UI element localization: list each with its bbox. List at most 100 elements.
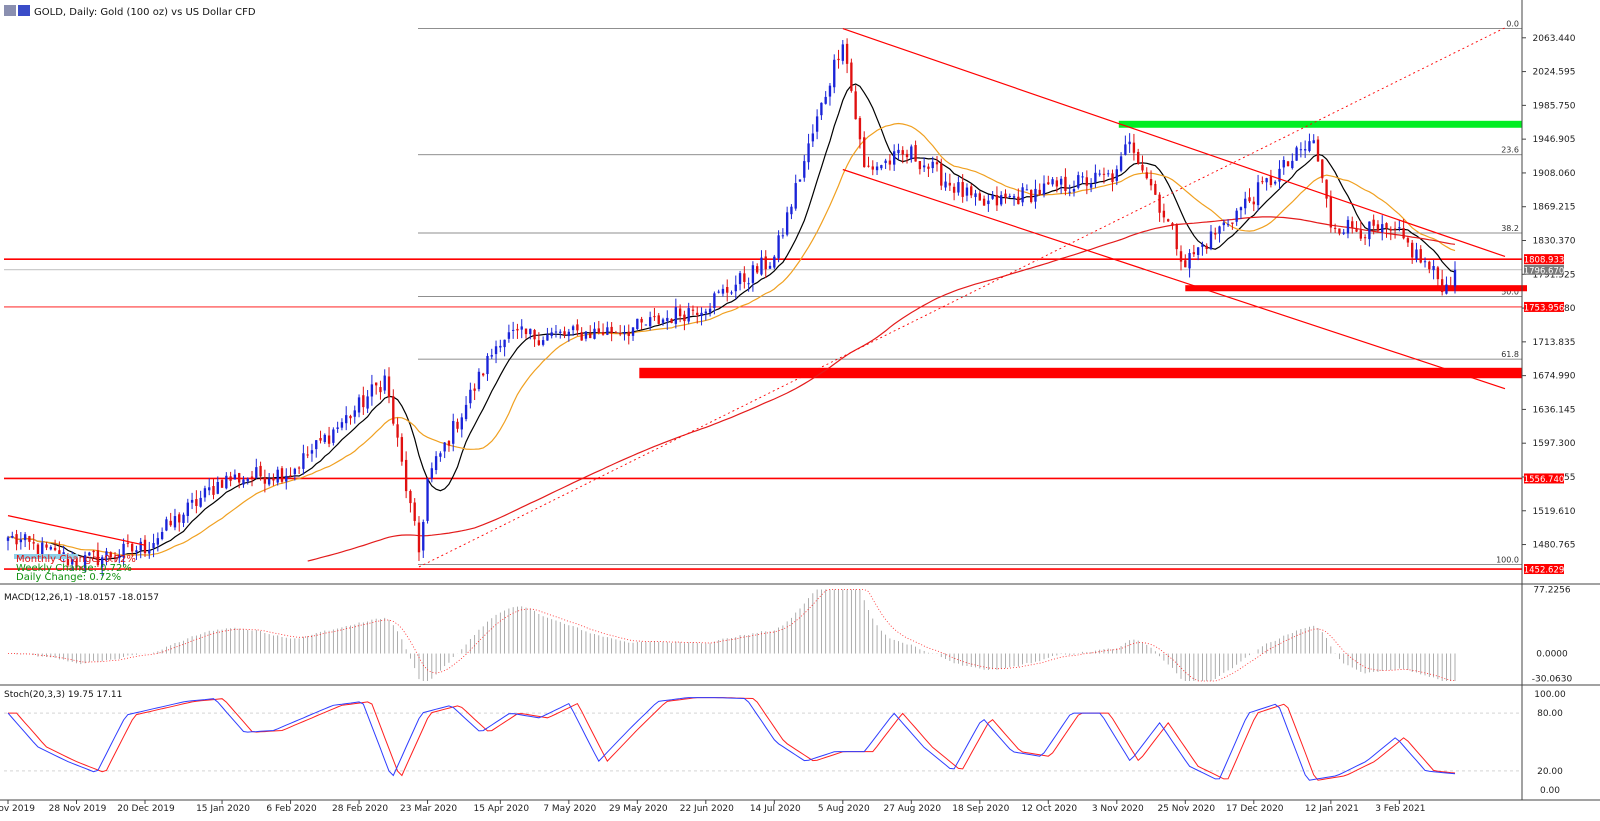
price-label-box	[1524, 473, 1564, 484]
candle-body	[370, 384, 374, 397]
candle-body	[53, 547, 57, 551]
candle-body	[195, 499, 198, 506]
candle-body	[1406, 238, 1410, 243]
price-tick-label: 1869.215	[1533, 203, 1576, 213]
fib-level-label: 23.6	[1501, 146, 1519, 155]
candle-body	[533, 330, 536, 340]
candle-body	[15, 534, 18, 545]
candle-body	[310, 450, 314, 454]
candle-body	[584, 331, 588, 339]
candle-body	[880, 165, 883, 169]
chart-menu-icon[interactable]	[4, 5, 16, 16]
trendline	[842, 28, 1506, 258]
candle-body	[203, 488, 207, 498]
candle-body	[238, 473, 241, 483]
candle-body	[1338, 228, 1341, 234]
candle-body	[1137, 152, 1140, 164]
candle-body	[289, 475, 292, 477]
symbol-flag-icon	[18, 5, 30, 16]
candle-body	[982, 198, 986, 206]
candle-body	[738, 273, 742, 285]
candle-body	[1286, 161, 1290, 167]
candle-body	[1329, 197, 1333, 228]
price-tick-label: 1674.990	[1533, 372, 1576, 382]
candle-body	[657, 315, 660, 324]
candle-body	[1038, 189, 1041, 195]
candle-body	[601, 331, 605, 335]
candle-body	[1432, 266, 1435, 271]
candle-body	[32, 542, 35, 544]
chart-title: GOLD, Daily: Gold (100 oz) vs US Dollar …	[34, 7, 256, 18]
candle-body	[1201, 244, 1204, 247]
candle-body	[319, 438, 322, 441]
candle-body	[357, 397, 361, 413]
candle-body	[627, 331, 630, 336]
stoch-tick-label: 0.00	[1540, 786, 1560, 796]
price-tick-label: 1480.765	[1533, 541, 1576, 551]
candle-body	[541, 340, 545, 345]
fib-level-label: 0.0	[1506, 20, 1519, 29]
candle-body	[1316, 139, 1320, 162]
candle-body	[1068, 191, 1071, 193]
price-label-box	[1524, 264, 1564, 275]
candle-body	[118, 555, 121, 559]
date-tick-label: 27 Aug 2020	[883, 804, 941, 814]
candle-body	[974, 193, 977, 198]
resistance-zone	[1118, 120, 1522, 128]
candle-body	[1102, 173, 1106, 175]
candle-body	[704, 311, 707, 314]
candle-body	[1128, 141, 1131, 145]
candle-body	[169, 520, 172, 526]
candle-body	[935, 162, 939, 165]
candle-body	[1145, 172, 1148, 179]
candle-body	[940, 163, 943, 186]
candle-body	[229, 476, 232, 481]
candle-body	[460, 417, 463, 430]
candle-body	[1402, 228, 1405, 239]
candle-body	[1346, 219, 1350, 234]
date-tick-label: 14 Jul 2020	[750, 804, 801, 814]
candle-body	[362, 395, 365, 408]
candle-body	[1235, 210, 1238, 222]
date-tick-label: 15 Apr 2020	[473, 804, 529, 814]
candle-body	[456, 421, 459, 429]
support-zone	[639, 367, 1522, 379]
candle-body	[139, 541, 142, 551]
date-tick-label: 12 Jan 2021	[1305, 804, 1359, 814]
candle-body	[863, 137, 866, 168]
candle-body	[610, 326, 613, 334]
candle-body	[1124, 144, 1127, 155]
candle-body	[6, 537, 10, 541]
candle-body	[1453, 269, 1457, 287]
candle-body	[366, 396, 369, 409]
candle-body	[970, 186, 973, 196]
candle-body	[122, 543, 125, 558]
candle-body	[901, 150, 904, 155]
candle-body	[1333, 227, 1337, 229]
candle-body	[1111, 173, 1114, 183]
candle-body	[1295, 147, 1298, 161]
candle-body	[426, 478, 429, 521]
candle-body	[23, 534, 27, 541]
candle-body	[850, 62, 853, 91]
date-tick-label: 6 Feb 2020	[266, 804, 317, 814]
candle-body	[794, 183, 797, 209]
date-tick-label: 23 Mar 2020	[400, 804, 457, 814]
candle-body	[524, 328, 528, 335]
date-tick-label: 3 Feb 2021	[1375, 804, 1425, 814]
price-tick-label: 1519.610	[1533, 507, 1576, 517]
candle-body	[1449, 285, 1452, 287]
price-tick-label: 1636.145	[1533, 405, 1576, 415]
candle-body	[272, 478, 275, 481]
candle-body	[790, 206, 793, 215]
fib-level-label: 38.2	[1501, 224, 1519, 233]
candle-body	[1363, 237, 1367, 239]
candle-body	[250, 476, 254, 478]
candle-body	[285, 475, 288, 482]
date-tick-label: 6 Nov 2019	[0, 804, 35, 814]
candle-body	[1381, 224, 1384, 233]
candle-body	[678, 308, 682, 317]
candle-body	[409, 491, 412, 504]
